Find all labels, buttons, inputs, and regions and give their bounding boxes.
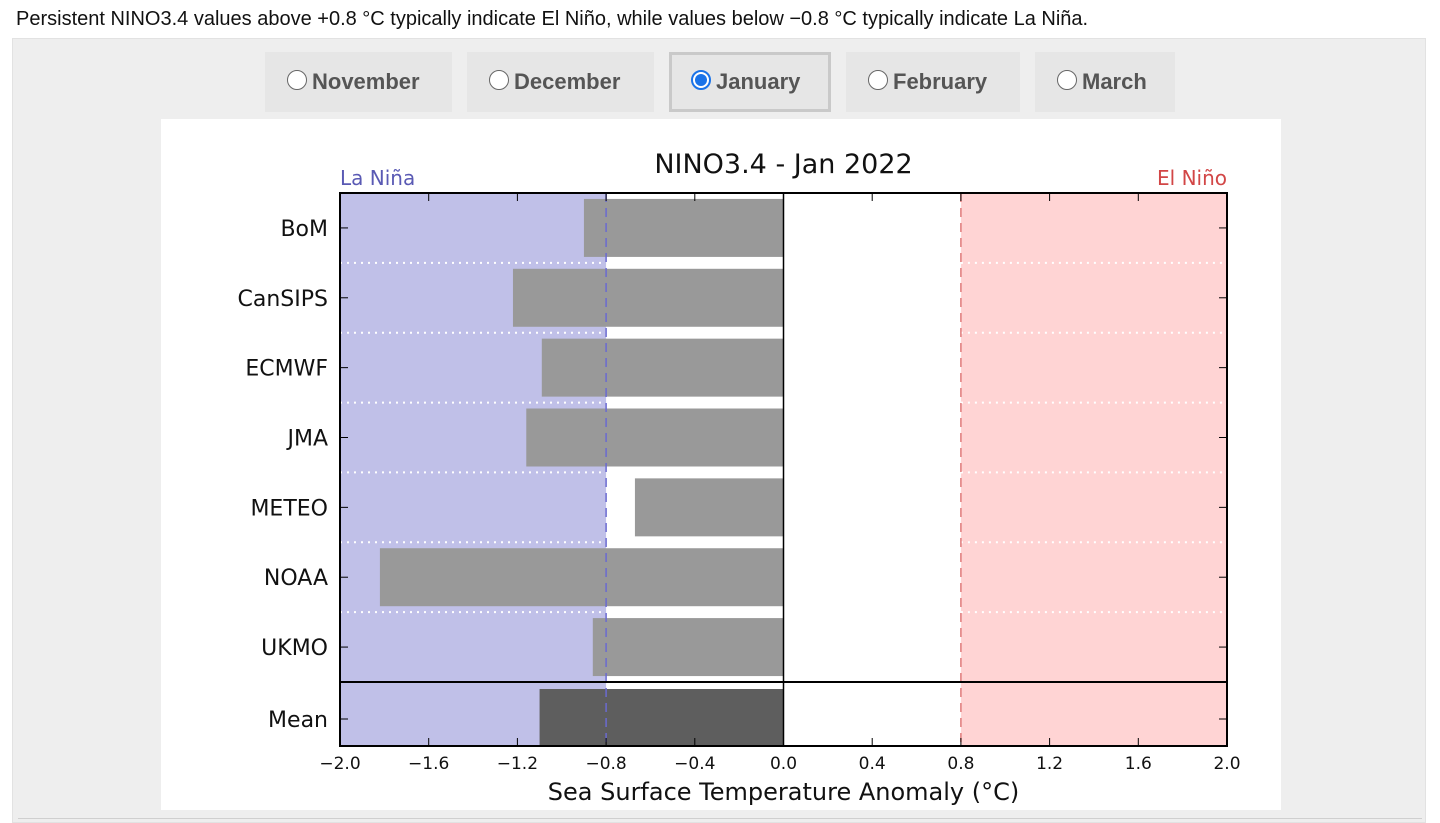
la-nina-label: La Niña: [340, 166, 415, 190]
x-tick-label: −0.8: [585, 754, 626, 774]
y-category-label: UKMO: [261, 636, 328, 661]
tab-march[interactable]: March: [1035, 52, 1175, 112]
bar-mean: [539, 689, 784, 746]
divider: [18, 818, 1422, 819]
tab-march-label: March: [1082, 69, 1147, 94]
bar-bom: [583, 198, 784, 257]
bar-jma: [526, 408, 784, 467]
x-tick-label: −1.6: [408, 754, 449, 774]
tab-january-label: January: [716, 69, 801, 94]
x-axis-title: Sea Surface Temperature Anomaly (°C): [548, 778, 1019, 806]
x-tick-label: 1.6: [1125, 754, 1152, 774]
tab-february-label: February: [893, 69, 988, 94]
bar-noaa: [379, 548, 784, 607]
y-category-label: CanSIPS: [238, 287, 328, 312]
y-category-label: NOAA: [264, 566, 328, 591]
y-category-label: ECMWF: [245, 357, 328, 382]
tab-november-label: November: [312, 69, 420, 94]
radio-march[interactable]: [1057, 70, 1077, 90]
tab-december-label: December: [514, 69, 621, 94]
bar-meteo: [634, 478, 784, 537]
el-nino-zone: [960, 193, 1227, 746]
tab-january[interactable]: January: [669, 52, 831, 112]
x-tick-label: 1.2: [1036, 754, 1063, 774]
radio-february[interactable]: [868, 70, 888, 90]
x-tick-label: 0.0: [770, 754, 797, 774]
y-category-label: Mean: [268, 708, 328, 733]
y-category-label: BoM: [280, 217, 328, 242]
x-tick-label: 0.4: [859, 754, 886, 774]
chart-panel: November December January February March…: [12, 38, 1426, 823]
x-tick-label: −2.0: [319, 754, 360, 774]
radio-november[interactable]: [287, 70, 307, 90]
radio-december[interactable]: [489, 70, 509, 90]
chart-area: −2.0 −1.6 −1.2 −0.8 −0.4 0.0 0.4 0.8 1.2 1.6 2.0 Bo…: [161, 119, 1281, 810]
tab-november[interactable]: November: [265, 52, 452, 112]
nino34-chart: −2.0 −1.6 −1.2 −0.8 −0.4 0.0 0.4 0.8 1.2 1.6 2.0 Bo…: [238, 149, 1241, 806]
bar-cansips: [512, 268, 784, 327]
tab-december[interactable]: December: [467, 52, 654, 112]
x-tick-label: −1.2: [497, 754, 538, 774]
radio-january[interactable]: [691, 70, 711, 90]
x-tick-label: 0.8: [947, 754, 974, 774]
y-category-label: METEO: [250, 496, 328, 521]
bar-ecmwf: [541, 338, 784, 397]
el-nino-label: El Niño: [1157, 166, 1227, 190]
tab-february[interactable]: February: [846, 52, 1020, 112]
x-tick-label: −0.4: [674, 754, 715, 774]
y-category-label: JMA: [285, 427, 328, 452]
chart-title: NINO3.4 - Jan 2022: [654, 149, 912, 180]
bar-ukmo: [592, 618, 784, 677]
intro-text: Persistent NINO3.4 values above +0.8 °C …: [16, 8, 1089, 30]
x-tick-label: 2.0: [1213, 754, 1240, 774]
